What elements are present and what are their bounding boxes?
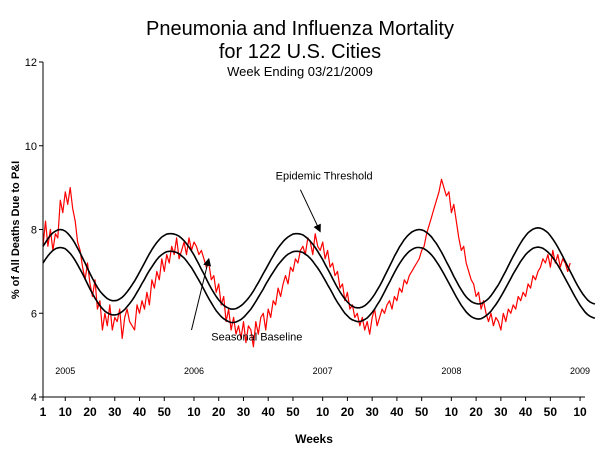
y-tick-label-3: 10 bbox=[25, 141, 37, 153]
x-tick-label-19: 40 bbox=[519, 405, 533, 419]
x-tick-label-0: 1 bbox=[40, 405, 47, 419]
series-line-2 bbox=[42, 246, 596, 324]
year-label-0: 2005 bbox=[55, 366, 75, 376]
x-tick-label-10: 50 bbox=[286, 405, 300, 419]
x-tick-label-2: 20 bbox=[83, 405, 97, 419]
year-label-4: 2009 bbox=[570, 366, 590, 376]
x-tick-label-13: 30 bbox=[365, 405, 379, 419]
chart-title-block: Pneumonia and Influenza Mortality for 12… bbox=[0, 0, 600, 80]
annotation-arrow-1 bbox=[191, 257, 212, 331]
x-tick-label-8: 30 bbox=[237, 405, 251, 419]
x-tick-label-16: 10 bbox=[445, 405, 459, 419]
x-tick-label-17: 20 bbox=[469, 405, 483, 419]
chart-subtitle: Week Ending 03/21/2009 bbox=[227, 64, 373, 79]
x-tick-label-20: 50 bbox=[544, 405, 558, 419]
x-tick-label-7: 20 bbox=[212, 405, 226, 419]
year-label-2: 2007 bbox=[313, 366, 333, 376]
series-line-0 bbox=[42, 178, 571, 348]
x-tick-label-1: 10 bbox=[59, 405, 73, 419]
annotation-label-0: Epidemic Threshold bbox=[276, 170, 373, 182]
chart-title-line-1: Pneumonia and Influenza Mortality bbox=[146, 18, 454, 40]
x-tick-label-9: 40 bbox=[262, 405, 276, 419]
series-group bbox=[42, 178, 596, 348]
y-axis-label: % of All Deaths Due to P&I bbox=[10, 161, 22, 299]
x-tick-label-11: 10 bbox=[316, 405, 330, 419]
year-label-3: 2008 bbox=[441, 366, 461, 376]
y-tick-label-4: 12 bbox=[25, 57, 37, 69]
annotation-arrow-0 bbox=[299, 189, 321, 233]
x-tick-label-15: 50 bbox=[415, 405, 429, 419]
x-tick-label-12: 20 bbox=[341, 405, 355, 419]
x-tick-label-3: 30 bbox=[108, 405, 122, 419]
x-tick-label-14: 40 bbox=[390, 405, 404, 419]
x-tick-label-5: 50 bbox=[158, 405, 172, 419]
x-tick-label-6: 10 bbox=[187, 405, 201, 419]
series-line-1 bbox=[42, 227, 596, 310]
x-tick-label-21: 10 bbox=[573, 405, 587, 419]
chart-title-line-2: for 122 U.S. Cities bbox=[218, 41, 382, 63]
axes-group: 4 6 8 10 12 1 10 20 30 40 50 10 20 30 40 50 10 20 30 40 50 10… bbox=[25, 57, 590, 419]
y-tick-label-1: 6 bbox=[31, 308, 37, 320]
x-axis-label: Weeks bbox=[295, 432, 333, 446]
annotation-label-1: Seasonal Baseline bbox=[211, 331, 302, 343]
y-tick-label-2: 8 bbox=[31, 225, 37, 237]
x-tick-label-4: 40 bbox=[133, 405, 147, 419]
x-tick-label-18: 30 bbox=[494, 405, 508, 419]
y-tick-label-0: 4 bbox=[31, 392, 37, 404]
year-label-1: 2006 bbox=[184, 366, 204, 376]
annotations-group: Epidemic Threshold Seasonal Baseline bbox=[191, 170, 373, 343]
